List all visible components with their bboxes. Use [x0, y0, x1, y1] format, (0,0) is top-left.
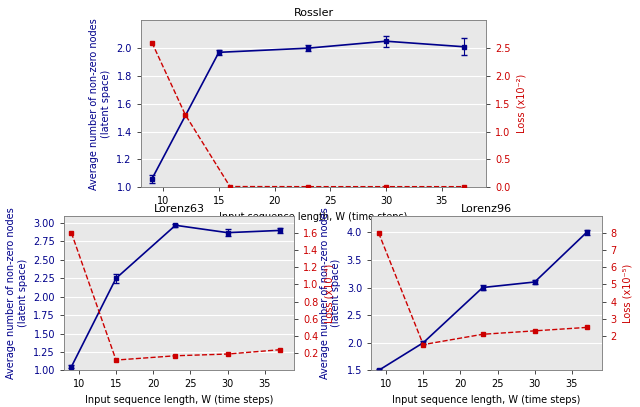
Y-axis label: Average number of non-zero nodes
(latent space): Average number of non-zero nodes (latent… [6, 207, 28, 379]
Title: Lorenz96: Lorenz96 [461, 204, 512, 214]
Y-axis label: Loss (x10⁻²): Loss (x10⁻²) [516, 74, 527, 133]
X-axis label: Input sequence length, W (time steps): Input sequence length, W (time steps) [85, 395, 273, 405]
Title: Lorenz63: Lorenz63 [154, 204, 205, 214]
X-axis label: Input sequence length, W (time steps): Input sequence length, W (time steps) [392, 395, 580, 405]
Y-axis label: Average number of non-zero nodes
(latent space): Average number of non-zero nodes (latent… [89, 18, 111, 190]
Y-axis label: Loss (x10⁻⁵): Loss (x10⁻⁵) [623, 263, 632, 323]
Y-axis label: Average number of non-zero nodes
(latent space): Average number of non-zero nodes (latent… [319, 207, 341, 379]
Y-axis label: Loss (x10⁻⁴): Loss (x10⁻⁴) [324, 263, 334, 323]
X-axis label: Input sequence length, W (time steps): Input sequence length, W (time steps) [220, 212, 408, 222]
Title: Rossler: Rossler [294, 8, 333, 18]
